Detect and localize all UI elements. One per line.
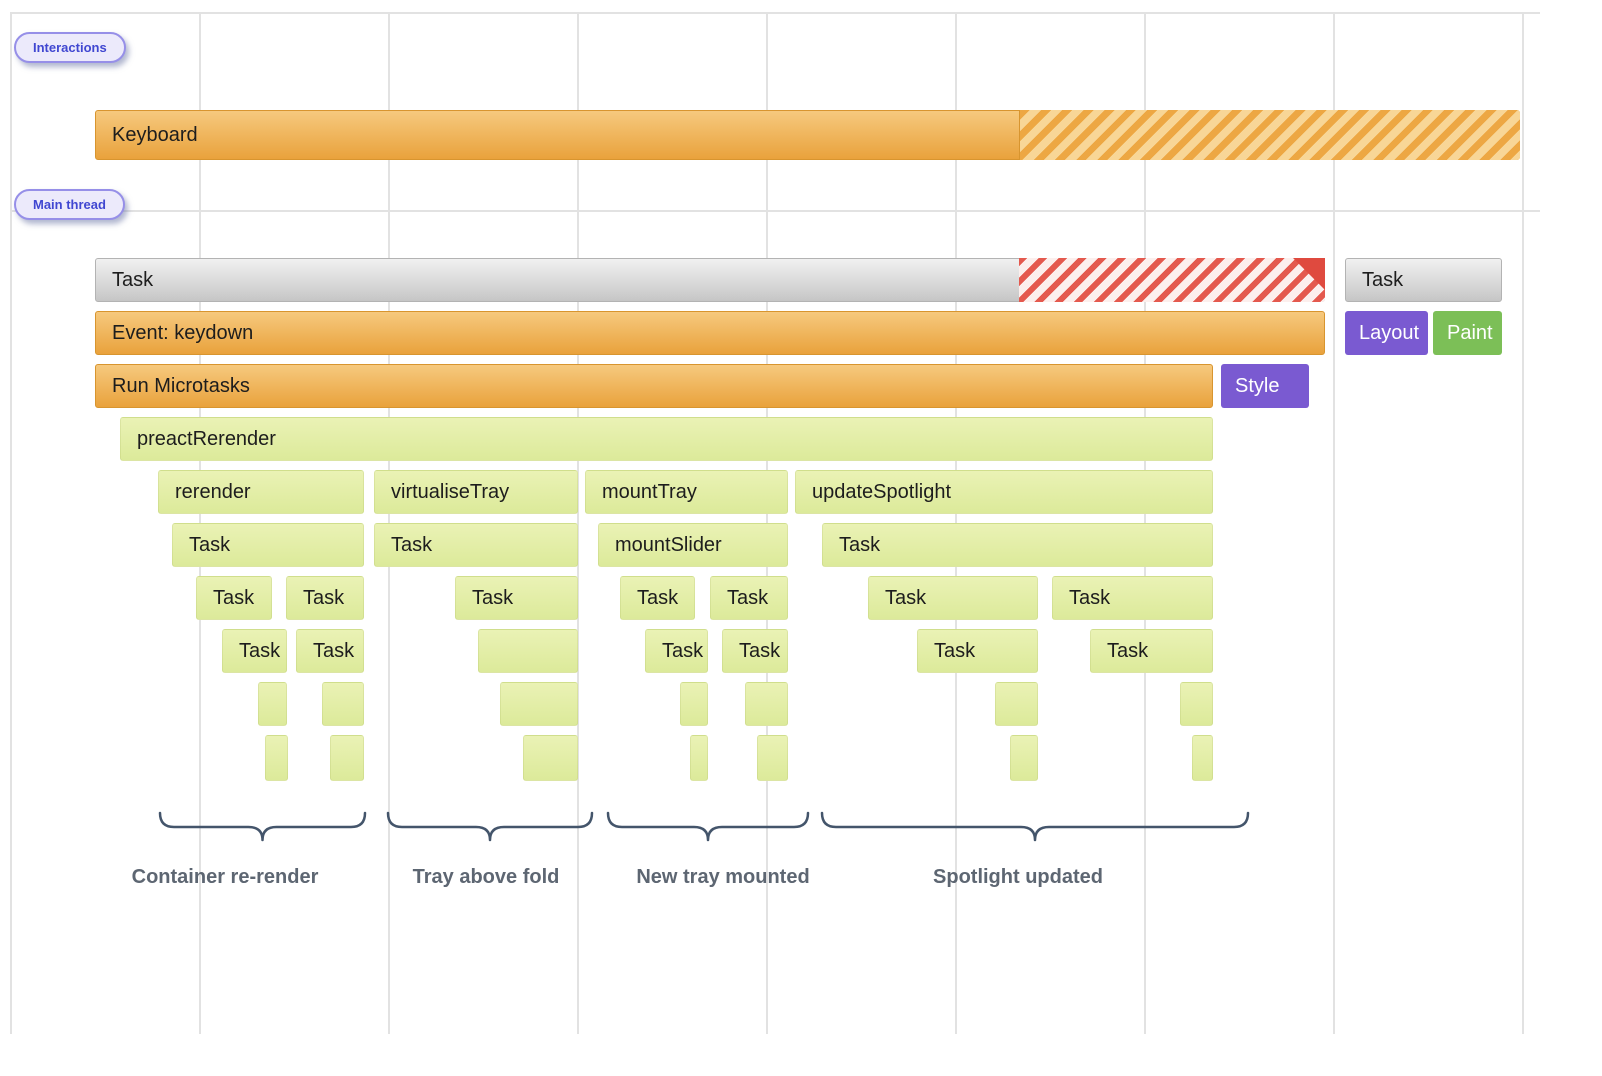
bar-preactrerender[interactable]: preactRerender <box>120 417 1213 461</box>
bar-label: Task <box>391 533 433 556</box>
bar-label: mountSlider <box>615 533 722 556</box>
bar-anonymous[interactable] <box>995 682 1038 726</box>
long-task-corner-triangle-icon <box>1293 258 1325 290</box>
gridline-horizontal <box>10 12 1540 14</box>
bar-task[interactable]: Task <box>95 258 1325 302</box>
bar-anonymous[interactable] <box>757 735 788 781</box>
bar-label: Style <box>1235 374 1280 397</box>
bar-label: virtualiseTray <box>391 480 510 503</box>
bar-task[interactable]: Task <box>296 629 364 673</box>
bar-keyboard[interactable]: Keyboard <box>95 110 1520 160</box>
bar-task[interactable]: Task <box>620 576 695 620</box>
bar-label: Task <box>303 586 345 609</box>
bar-mountslider[interactable]: mountSlider <box>598 523 788 567</box>
bar-label: Task <box>189 533 231 556</box>
bar-anonymous[interactable] <box>523 735 578 781</box>
bar-anonymous[interactable] <box>1010 735 1038 781</box>
gridline-vertical <box>1333 12 1335 1034</box>
bar-anonymous[interactable] <box>258 682 287 726</box>
bar-label: mountTray <box>602 480 697 503</box>
bar-label: Task <box>934 639 976 662</box>
track-label-main-thread[interactable]: Main thread <box>14 189 125 220</box>
track-label-text: Interactions <box>33 40 107 55</box>
bar-label: Task <box>662 639 704 662</box>
annotation-brace <box>158 811 367 842</box>
bar-label: Task <box>112 268 154 291</box>
gridline-vertical <box>577 12 579 1034</box>
bar-virtualisetray[interactable]: virtualiseTray <box>374 470 578 514</box>
track-label-text: Main thread <box>33 197 106 212</box>
bar-label: updateSpotlight <box>812 480 952 503</box>
bar-label: rerender <box>175 480 251 503</box>
bar-label: Task <box>239 639 281 662</box>
bar-run-microtasks[interactable]: Run Microtasks <box>95 364 1213 408</box>
track-label-interactions[interactable]: Interactions <box>14 32 126 63</box>
bar-anonymous[interactable] <box>322 682 364 726</box>
bar-label: Task <box>839 533 881 556</box>
bar-task[interactable]: Task <box>1090 629 1213 673</box>
bar-task[interactable]: Task <box>710 576 788 620</box>
annotation-brace <box>820 811 1250 842</box>
bar-style[interactable]: Style <box>1221 364 1309 408</box>
bar-label: Task <box>313 639 355 662</box>
bar-anonymous[interactable] <box>745 682 788 726</box>
bar-label: Task <box>1069 586 1111 609</box>
bar-task[interactable]: Task <box>196 576 272 620</box>
bar-label: Task <box>637 586 679 609</box>
annotation-label: Container re-render <box>131 866 319 888</box>
bar-label: Task <box>472 586 514 609</box>
bar-anonymous[interactable] <box>680 682 708 726</box>
gridline-horizontal <box>10 210 1540 212</box>
bar-event-keydown[interactable]: Event: keydown <box>95 311 1325 355</box>
bar-task[interactable]: Task <box>822 523 1213 567</box>
gridline-vertical <box>10 12 12 1034</box>
bar-label: Task <box>885 586 927 609</box>
bar-anonymous[interactable] <box>500 682 578 726</box>
bar-rerender[interactable]: rerender <box>158 470 364 514</box>
bar-label: preactRerender <box>137 427 276 450</box>
bar-label: Layout <box>1359 321 1420 344</box>
bar-task[interactable]: Task <box>172 523 364 567</box>
bar-anonymous[interactable] <box>690 735 708 781</box>
bar-task[interactable]: Task <box>455 576 578 620</box>
bar-label: Paint <box>1447 321 1493 344</box>
bar-task[interactable]: Task <box>222 629 287 673</box>
gridline-vertical <box>1522 12 1524 1034</box>
annotation-label: Tray above fold <box>412 866 560 888</box>
bar-label: Task <box>213 586 255 609</box>
bar-label: Task <box>727 586 769 609</box>
bar-task[interactable]: Task <box>286 576 364 620</box>
bar-anonymous[interactable] <box>265 735 288 781</box>
bar-label: Task <box>739 639 781 662</box>
bar-task[interactable]: Task <box>1345 258 1502 302</box>
bar-layout[interactable]: Layout <box>1345 311 1428 355</box>
bar-task[interactable]: Task <box>722 629 788 673</box>
annotation-brace <box>386 811 594 842</box>
bar-updatespotlight[interactable]: updateSpotlight <box>795 470 1213 514</box>
bar-anonymous[interactable] <box>1192 735 1213 781</box>
bar-paint[interactable]: Paint <box>1433 311 1502 355</box>
bar-label: Task <box>1362 268 1404 291</box>
bar-task[interactable]: Task <box>1052 576 1213 620</box>
bar-task[interactable]: Task <box>917 629 1038 673</box>
annotation-label: New tray mounted <box>636 866 810 888</box>
bar-task[interactable]: Task <box>868 576 1038 620</box>
bar-anonymous[interactable] <box>1180 682 1213 726</box>
bar-task[interactable]: Task <box>374 523 578 567</box>
bar-anonymous[interactable] <box>478 629 578 673</box>
bar-mounttray[interactable]: mountTray <box>585 470 788 514</box>
bar-task[interactable]: Task <box>645 629 708 673</box>
bar-label: Task <box>1107 639 1149 662</box>
bar-label: Keyboard <box>112 123 198 146</box>
annotation-brace <box>606 811 810 842</box>
pending-hatch-overlay <box>1019 110 1520 160</box>
long-task-hatch-overlay <box>1019 258 1325 302</box>
bar-label: Run Microtasks <box>112 374 250 397</box>
annotation-label: Spotlight updated <box>933 866 1103 888</box>
bar-label: Event: keydown <box>112 321 254 344</box>
bar-anonymous[interactable] <box>330 735 364 781</box>
